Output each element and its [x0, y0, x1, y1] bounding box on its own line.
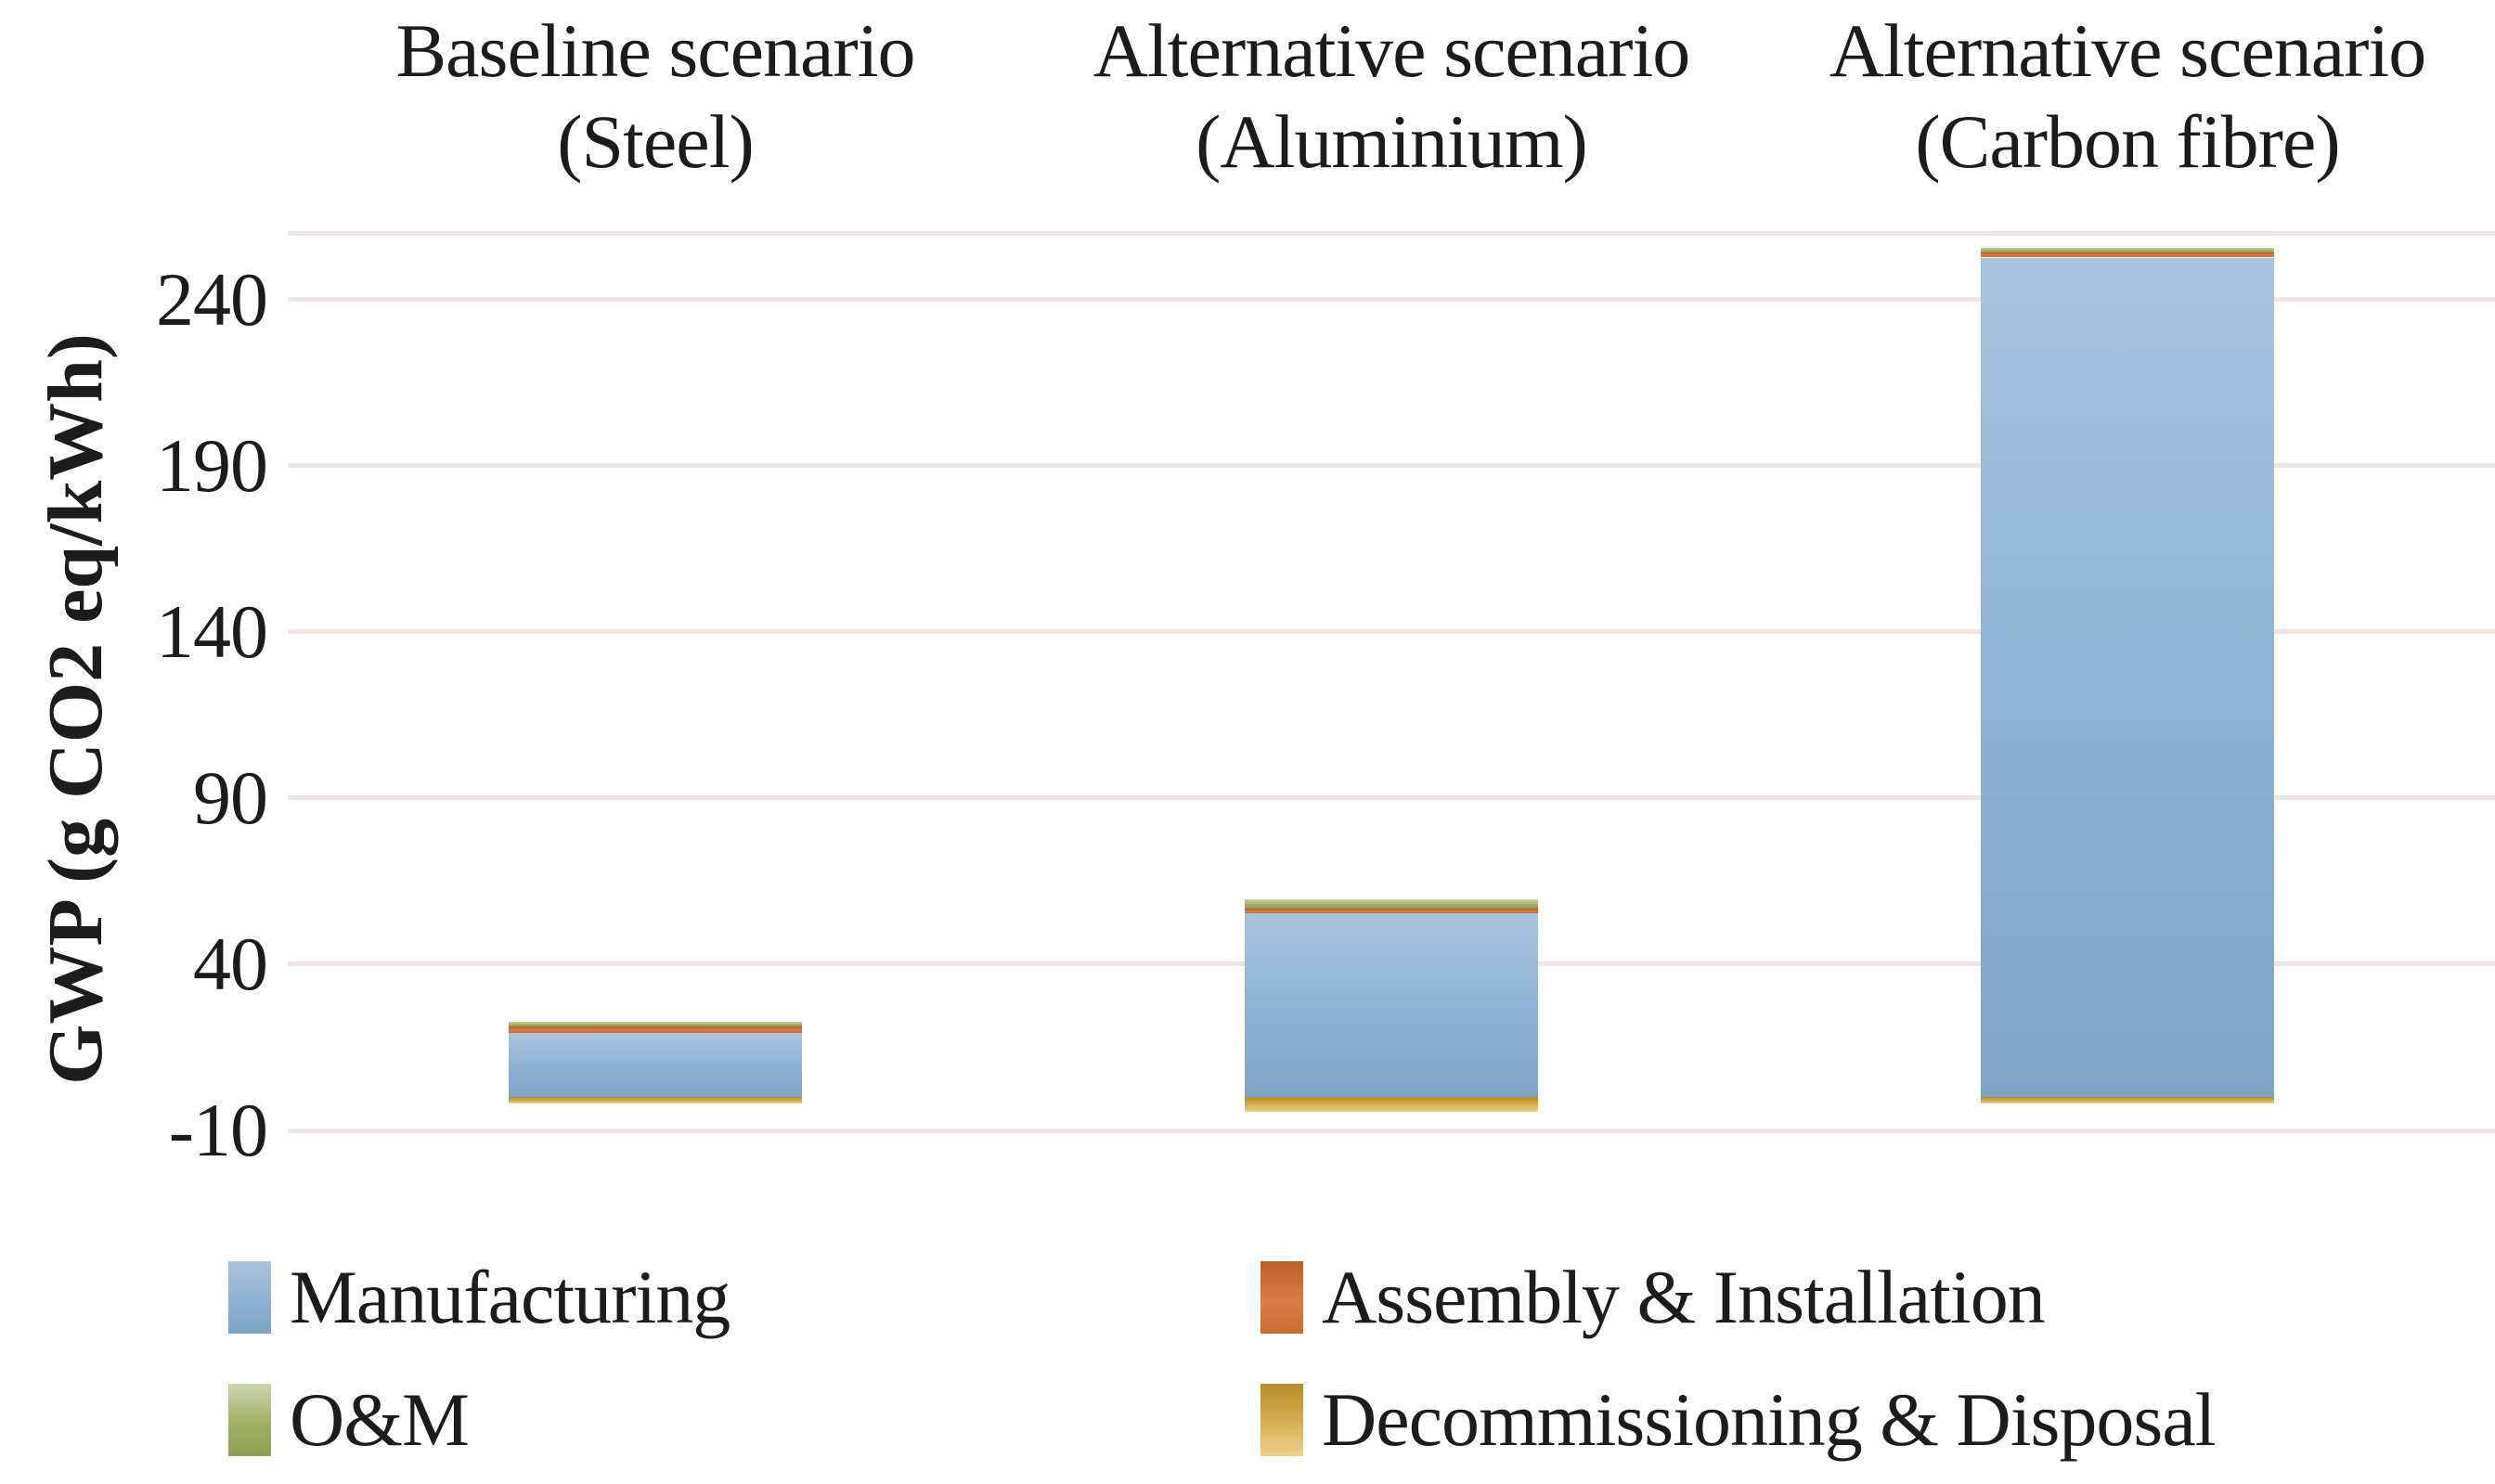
y-tick-label: 90: [193, 755, 268, 840]
category-title-aluminium: Alternative scenario (Aluminium): [950, 6, 1832, 187]
gridline: [288, 463, 2495, 469]
legend-item-decommissioning-disposal: Decommissioning & Disposal: [1260, 1377, 2217, 1463]
legend-label: O&M: [290, 1377, 470, 1462]
legend-item-om: O&M: [228, 1377, 470, 1463]
bar-segment: [509, 1033, 803, 1098]
bar-segment: [1980, 248, 2274, 253]
legend-label: Manufacturing: [290, 1255, 730, 1339]
decommissioning-swatch-icon: [1260, 1384, 1303, 1456]
gridline: [288, 795, 2495, 801]
category-title-line: Alternative scenario: [1092, 8, 1691, 93]
bar-segment: [509, 1097, 803, 1104]
y-tick-label: 240: [156, 256, 268, 342]
gridline: [288, 230, 2495, 236]
bar-segment: [1980, 1097, 2274, 1104]
legend-label: Assembly & Installation: [1322, 1255, 2046, 1339]
category-title-line: Alternative scenario: [1829, 8, 2427, 93]
category-subtitle: (Carbon fibre): [1915, 99, 2340, 184]
gridline: [288, 1128, 2495, 1133]
category-subtitle: (Aluminium): [1196, 99, 1588, 184]
gridline: [288, 297, 2495, 303]
y-tick-label: -10: [168, 1088, 268, 1172]
category-title-steel: Baseline scenario (Steel): [214, 6, 1096, 187]
bar-segment: [1245, 912, 1538, 1098]
bar-segment: [1980, 252, 2274, 258]
bar-segment: [509, 1026, 803, 1034]
category-title-carbon-fibre: Alternative scenario (Carbon fibre): [1687, 6, 2495, 187]
bar-segment: [1245, 908, 1538, 913]
manufacturing-swatch-icon: [228, 1261, 271, 1334]
y-tick-label: 40: [193, 921, 268, 1006]
gridline: [288, 629, 2495, 635]
category-title-line: Baseline scenario: [395, 8, 915, 93]
legend-item-manufacturing: Manufacturing: [228, 1255, 730, 1340]
y-tick-label: 190: [156, 422, 268, 508]
legend-item-assembly-installation: Assembly & Installation: [1260, 1255, 2046, 1340]
category-subtitle: (Steel): [557, 99, 755, 184]
y-tick-label: 140: [156, 588, 268, 674]
bar-segment: [509, 1021, 803, 1026]
bar-segment: [1980, 257, 2274, 1098]
om-swatch-icon: [228, 1384, 271, 1456]
bar-segment: [1245, 898, 1538, 909]
assembly-swatch-icon: [1260, 1261, 1303, 1334]
bar-segment: [1245, 1097, 1538, 1113]
legend-label: Decommissioning & Disposal: [1322, 1377, 2217, 1462]
